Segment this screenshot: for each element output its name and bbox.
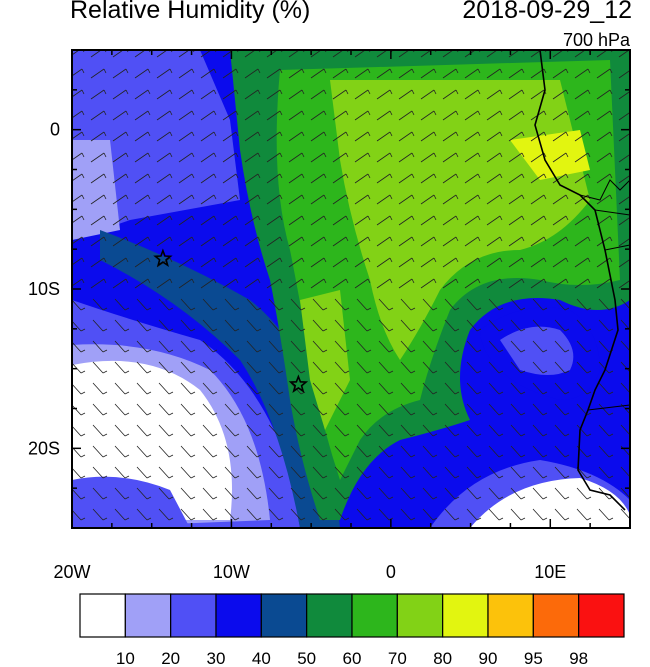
x-tick-label: 20W	[53, 562, 90, 582]
colorbar-label: 80	[433, 649, 452, 667]
star-marker	[153, 248, 173, 268]
colorbar-swatch	[487, 593, 534, 638]
x-tick-label: 10E	[534, 562, 566, 582]
axis-ticks	[71, 49, 631, 529]
colorbar-swatch	[351, 593, 398, 638]
station-markers	[153, 248, 309, 393]
y-tick-label: 20S	[28, 438, 60, 458]
colorbar-label: 60	[343, 649, 362, 667]
colorbar-labels: 10 20 30 40 50 60 70 80 90 95 98	[116, 649, 588, 667]
colorbar-swatch	[532, 593, 580, 638]
colorbar-label: 10	[116, 649, 135, 667]
colorbar-label: 95	[524, 649, 543, 667]
colorbar-label: 70	[388, 649, 407, 667]
valid-datetime: 2018-09-29_12	[462, 0, 632, 24]
colorbar-label: 30	[207, 649, 226, 667]
x-tick-label: 10W	[213, 562, 250, 582]
colorbar-swatch	[79, 593, 126, 638]
star-marker	[288, 374, 309, 393]
colorbar-label: 40	[252, 649, 271, 667]
y-tick-label: 0	[50, 120, 60, 140]
colorbar-swatch	[170, 593, 217, 638]
colorbar-swatch	[578, 593, 625, 638]
pressure-level: 700 hPa	[562, 30, 630, 50]
colorbar-swatch	[260, 593, 308, 638]
y-axis-labels: 0 10S 20S	[28, 120, 60, 459]
x-axis-labels: 20W 10W 0 10E	[53, 562, 566, 582]
colorbar-label: 98	[569, 649, 588, 667]
colorbar-swatch	[306, 593, 353, 638]
colorbar-label: 50	[297, 649, 316, 667]
colorbar-swatch	[396, 593, 444, 638]
colorbar-label: 20	[161, 649, 180, 667]
colorbar-swatch	[215, 593, 262, 638]
colorbar	[79, 593, 625, 638]
colorbar-swatch	[124, 593, 172, 638]
y-tick-label: 10S	[28, 279, 60, 299]
colorbar-swatch	[442, 593, 489, 638]
chart-title: Relative Humidity (%)	[70, 0, 311, 24]
colorbar-label: 90	[479, 649, 498, 667]
x-tick-label: 0	[386, 562, 396, 582]
humidity-field	[72, 50, 630, 528]
